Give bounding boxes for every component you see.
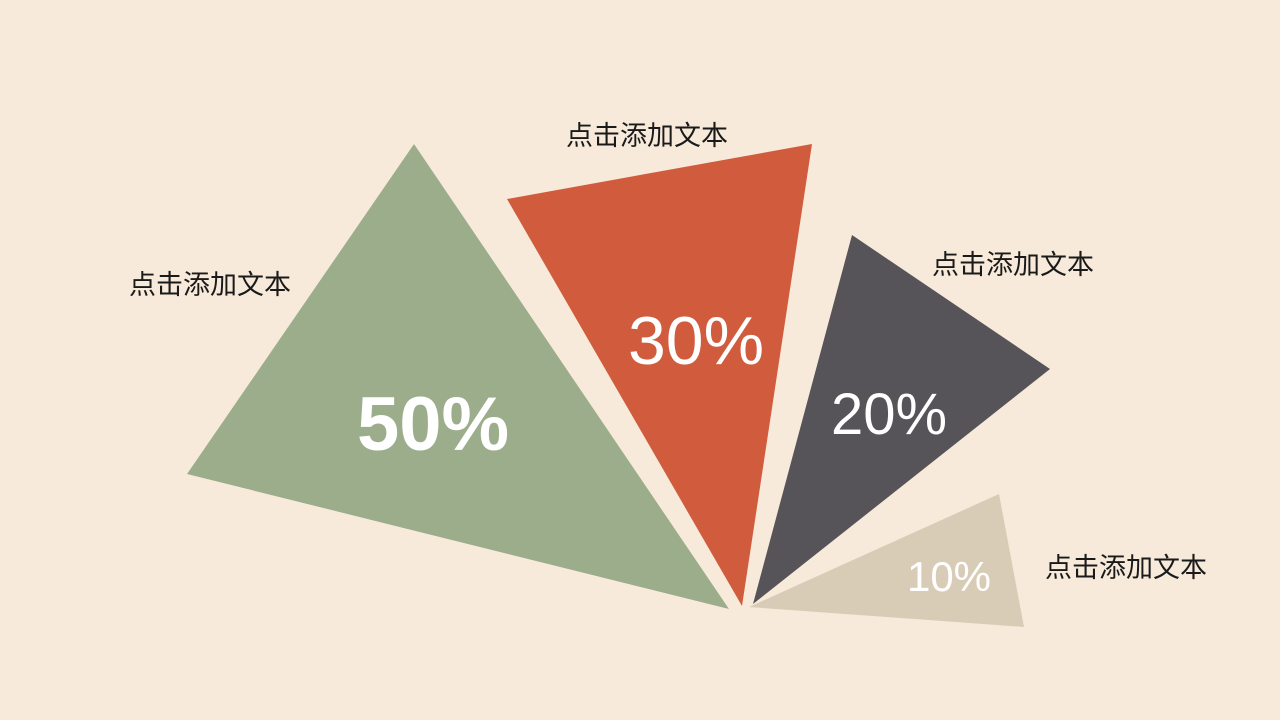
text-placeholder-segment-30[interactable]: 点击添加文本 xyxy=(566,121,728,151)
value-label-20[interactable]: 20% xyxy=(831,382,947,447)
wedge-30-triangle[interactable] xyxy=(507,144,812,606)
value-label-50[interactable]: 50% xyxy=(357,382,509,467)
text-placeholder-segment-50[interactable]: 点击添加文本 xyxy=(129,270,291,300)
value-label-10[interactable]: 10% xyxy=(907,553,991,600)
text-placeholder-segment-10[interactable]: 点击添加文本 xyxy=(1045,553,1207,583)
value-label-30[interactable]: 30% xyxy=(628,303,764,379)
text-placeholder-segment-20[interactable]: 点击添加文本 xyxy=(932,250,1094,280)
wedge-20-triangle[interactable] xyxy=(753,235,1050,604)
wedge-50-triangle[interactable] xyxy=(187,144,729,609)
wedge-10-triangle[interactable] xyxy=(749,494,1024,627)
